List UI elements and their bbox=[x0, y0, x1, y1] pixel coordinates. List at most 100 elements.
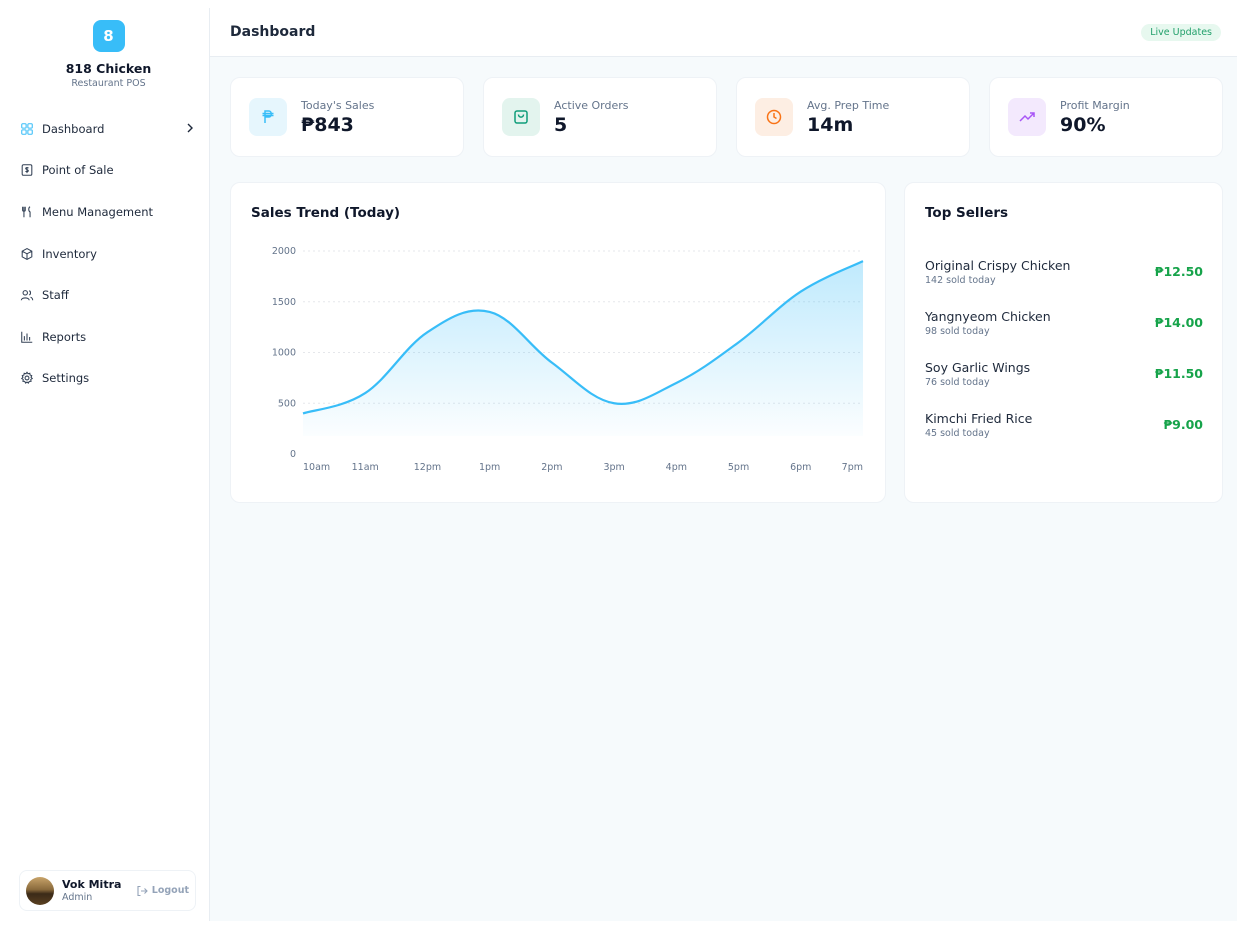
seller-price: ₱9.00 bbox=[1163, 417, 1203, 432]
user-role: Admin bbox=[62, 892, 93, 903]
sidebar-item-settings[interactable]: Settings bbox=[8, 358, 209, 400]
x-tick-label: 12pm bbox=[414, 462, 441, 473]
user-card: Vok Mitra Admin Logout bbox=[19, 870, 196, 911]
sidebar-item-inventory[interactable]: Inventory bbox=[8, 233, 209, 275]
sidebar-item-label: Dashboard bbox=[42, 121, 105, 136]
stat-value: 14m bbox=[807, 113, 854, 136]
sidebar-item-label: Staff bbox=[42, 288, 69, 303]
stat-card-avg-prep-time: Avg. Prep Time 14m bbox=[736, 77, 970, 157]
seller-sold: 142 sold today bbox=[925, 274, 996, 286]
x-tick-label: 7pm bbox=[842, 462, 863, 473]
stat-card-profit-margin: Profit Margin 90% bbox=[989, 77, 1223, 157]
seller-name: Yangnyeom Chicken bbox=[925, 308, 1051, 324]
stat-value: ₱843 bbox=[301, 113, 354, 136]
sales-line bbox=[302, 260, 864, 415]
users-icon bbox=[20, 290, 34, 301]
sidebar-item-label: Point of Sale bbox=[42, 163, 114, 178]
logout-label: Logout bbox=[151, 885, 189, 896]
stat-text: Today's Sales ₱843 bbox=[301, 99, 374, 136]
brand-name: 818 Chicken bbox=[65, 61, 152, 76]
shopping-bag-icon bbox=[514, 110, 528, 124]
chevron-right-icon bbox=[187, 123, 193, 133]
stat-card-active-orders: Active Orders 5 bbox=[483, 77, 717, 157]
list-item[interactable]: Original Crispy Chicken 142 sold today ₱… bbox=[925, 246, 1203, 297]
box-icon bbox=[21, 247, 33, 260]
clock-icon bbox=[766, 109, 782, 125]
stat-icon-box bbox=[502, 98, 540, 136]
top-sellers-title: Top Sellers bbox=[925, 205, 1009, 221]
top-sellers-card: Top Sellers Original Crispy Chicken 142 … bbox=[904, 182, 1223, 503]
x-tick-label: 2pm bbox=[541, 462, 562, 473]
list-item[interactable]: Yangnyeom Chicken 98 sold today ₱14.00 bbox=[925, 297, 1203, 348]
app-window: 8 818 Chicken Restaurant POS Dashboard P… bbox=[8, 8, 1237, 921]
sales-trend-chart: 0 500 1000 1500 2000 10am 11am 12pm 1pm 2pm 3pm 4p… bbox=[272, 246, 864, 473]
bar-chart-icon bbox=[21, 331, 33, 343]
seller-price: ₱14.00 bbox=[1154, 315, 1203, 330]
brand: 8 818 Chicken Restaurant POS bbox=[8, 8, 209, 89]
y-tick-label: 1500 bbox=[272, 297, 296, 308]
stat-icon-box bbox=[249, 98, 287, 136]
sidebar-item-label: Settings bbox=[42, 371, 90, 386]
seller-name: Kimchi Fried Rice bbox=[925, 410, 1033, 426]
x-tick-label: 6pm bbox=[790, 462, 811, 473]
top-sellers-list: Original Crispy Chicken 142 sold today ₱… bbox=[925, 246, 1203, 450]
user-info: Vok Mitra Admin bbox=[62, 878, 136, 903]
stat-card-todays-sales: Today's Sales ₱843 bbox=[230, 77, 464, 157]
seller-info: Original Crispy Chicken 142 sold today bbox=[925, 258, 1070, 286]
stat-label: Avg. Prep Time bbox=[807, 98, 890, 112]
seller-name: Original Crispy Chicken bbox=[925, 257, 1071, 273]
avatar bbox=[26, 876, 54, 905]
stat-icon-box bbox=[755, 98, 793, 136]
brand-logo: 8 bbox=[92, 20, 125, 52]
stat-text: Avg. Prep Time 14m bbox=[807, 99, 889, 136]
sidebar-item-dashboard[interactable]: Dashboard bbox=[8, 108, 209, 150]
seller-info: Kimchi Fried Rice 45 sold today bbox=[925, 411, 1032, 439]
chart-title: Sales Trend (Today) bbox=[251, 205, 401, 221]
sidebar-item-menu-management[interactable]: Menu Management bbox=[8, 191, 209, 233]
stat-label: Today's Sales bbox=[301, 98, 375, 112]
x-tick-label: 3pm bbox=[603, 462, 624, 473]
stat-label: Active Orders bbox=[554, 98, 629, 112]
gear-icon bbox=[20, 371, 34, 385]
user-name: Vok Mitra bbox=[62, 878, 122, 891]
stat-value: 90% bbox=[1060, 113, 1106, 136]
seller-sold: 45 sold today bbox=[925, 427, 990, 439]
main-content: Dashboard Live Updates Today's Sales ₱84… bbox=[210, 8, 1237, 921]
sidebar-item-staff[interactable]: Staff bbox=[8, 274, 209, 316]
x-tick-label: 10am bbox=[303, 462, 330, 473]
sidebar-item-label: Inventory bbox=[42, 246, 97, 261]
grid-icon bbox=[21, 123, 33, 135]
sidebar-nav: Dashboard Point of Sale Menu Management … bbox=[8, 108, 209, 399]
x-tick-label: 4pm bbox=[666, 462, 687, 473]
y-tick-label: 2000 bbox=[272, 246, 296, 257]
utensils-icon bbox=[22, 206, 31, 218]
dollar-square-icon bbox=[21, 164, 33, 177]
y-tick-label: 1000 bbox=[272, 348, 296, 359]
sales-area-fill bbox=[303, 261, 863, 436]
x-tick-label: 11am bbox=[352, 462, 379, 473]
y-tick-label: 500 bbox=[278, 398, 296, 409]
list-item[interactable]: Soy Garlic Wings 76 sold today ₱11.50 bbox=[925, 348, 1203, 399]
stat-text: Profit Margin 90% bbox=[1060, 99, 1130, 136]
trending-up-icon bbox=[1019, 112, 1035, 122]
logout-icon bbox=[137, 885, 148, 896]
sidebar-item-reports[interactable]: Reports bbox=[8, 316, 209, 358]
seller-info: Soy Garlic Wings 76 sold today bbox=[925, 360, 1030, 388]
brand-subtitle: Restaurant POS bbox=[71, 78, 146, 89]
seller-name: Soy Garlic Wings bbox=[925, 359, 1031, 375]
topbar: Dashboard Live Updates bbox=[210, 8, 1237, 57]
list-item[interactable]: Kimchi Fried Rice 45 sold today ₱9.00 bbox=[925, 399, 1203, 450]
seller-price: ₱11.50 bbox=[1154, 366, 1203, 381]
page-title: Dashboard bbox=[230, 24, 316, 40]
seller-sold: 98 sold today bbox=[925, 325, 990, 337]
y-tick-label: 0 bbox=[290, 449, 296, 460]
stat-value: 5 bbox=[554, 113, 568, 136]
stats-row: Today's Sales ₱843 Active Orders 5 Avg bbox=[230, 77, 1223, 157]
stat-text: Active Orders 5 bbox=[554, 99, 629, 136]
sales-trend-card: Sales Trend (Today) 0 500 1000 1500 2000 10a… bbox=[230, 182, 886, 503]
x-tick-label: 1pm bbox=[479, 462, 500, 473]
sidebar-item-point-of-sale[interactable]: Point of Sale bbox=[8, 150, 209, 192]
logout-button[interactable]: Logout bbox=[136, 885, 189, 897]
peso-icon bbox=[262, 110, 274, 123]
sidebar-item-label: Reports bbox=[42, 329, 87, 344]
